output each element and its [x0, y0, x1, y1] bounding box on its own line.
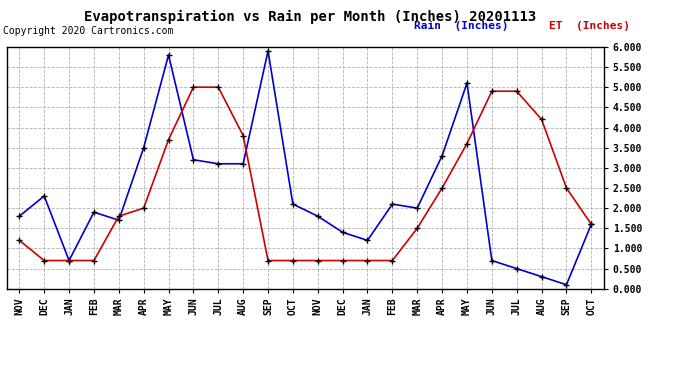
ET  (Inches): [314, 258, 322, 263]
ET  (Inches): [90, 258, 98, 263]
Rain  (Inches): [413, 206, 422, 210]
ET  (Inches): [214, 85, 222, 90]
Rain  (Inches): [438, 153, 446, 158]
Rain  (Inches): [264, 49, 272, 53]
ET  (Inches): [65, 258, 73, 263]
ET  (Inches): [488, 89, 496, 93]
Rain  (Inches): [463, 81, 471, 86]
ET  (Inches): [438, 186, 446, 190]
Text: Copyright 2020 Cartronics.com: Copyright 2020 Cartronics.com: [3, 26, 174, 36]
Line: Rain  (Inches): Rain (Inches): [16, 47, 595, 288]
Rain  (Inches): [587, 222, 595, 226]
Rain  (Inches): [164, 53, 172, 57]
ET  (Inches): [139, 206, 148, 210]
Rain  (Inches): [538, 274, 546, 279]
Text: Rain  (Inches): Rain (Inches): [414, 21, 509, 31]
ET  (Inches): [164, 137, 172, 142]
Rain  (Inches): [288, 202, 297, 206]
Rain  (Inches): [90, 210, 98, 214]
Rain  (Inches): [189, 158, 197, 162]
Rain  (Inches): [15, 214, 23, 218]
Rain  (Inches): [488, 258, 496, 263]
ET  (Inches): [562, 186, 571, 190]
ET  (Inches): [513, 89, 521, 93]
ET  (Inches): [40, 258, 48, 263]
ET  (Inches): [288, 258, 297, 263]
Rain  (Inches): [40, 194, 48, 198]
ET  (Inches): [587, 222, 595, 226]
ET  (Inches): [339, 258, 347, 263]
Rain  (Inches): [388, 202, 397, 206]
ET  (Inches): [364, 258, 372, 263]
ET  (Inches): [115, 214, 123, 218]
Text: Evapotranspiration vs Rain per Month (Inches) 20201113: Evapotranspiration vs Rain per Month (In…: [84, 9, 537, 24]
ET  (Inches): [388, 258, 397, 263]
Rain  (Inches): [339, 230, 347, 235]
Rain  (Inches): [562, 282, 571, 287]
ET  (Inches): [239, 134, 247, 138]
Rain  (Inches): [513, 266, 521, 271]
ET  (Inches): [538, 117, 546, 122]
ET  (Inches): [413, 226, 422, 231]
ET  (Inches): [463, 141, 471, 146]
Line: ET  (Inches): ET (Inches): [16, 84, 595, 264]
Rain  (Inches): [214, 162, 222, 166]
Rain  (Inches): [364, 238, 372, 243]
Rain  (Inches): [314, 214, 322, 218]
Rain  (Inches): [239, 162, 247, 166]
ET  (Inches): [15, 238, 23, 243]
Text: ET  (Inches): ET (Inches): [549, 21, 629, 31]
ET  (Inches): [189, 85, 197, 90]
ET  (Inches): [264, 258, 272, 263]
Rain  (Inches): [115, 218, 123, 222]
Rain  (Inches): [65, 258, 73, 263]
Rain  (Inches): [139, 146, 148, 150]
